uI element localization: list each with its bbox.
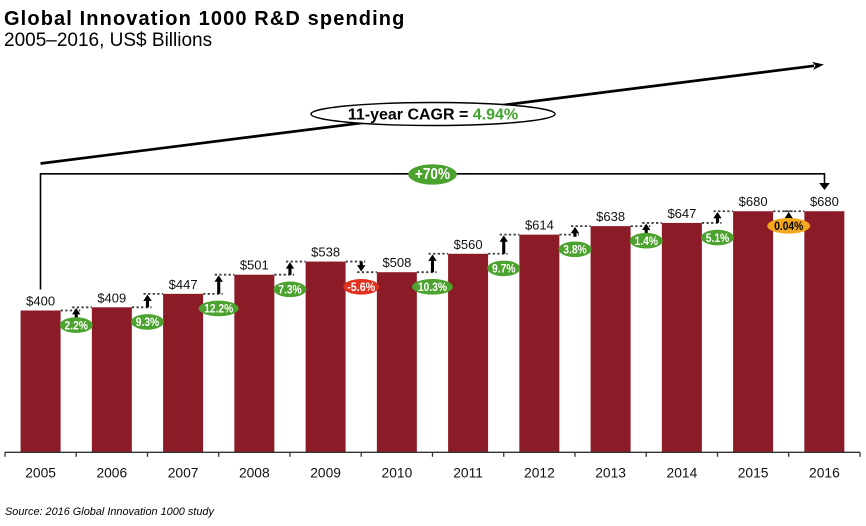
svg-text:$680: $680: [810, 194, 839, 209]
svg-text:7.3%: 7.3%: [278, 283, 302, 297]
svg-text:11-year CAGR = 4.94%: 11-year CAGR = 4.94%: [348, 107, 518, 124]
svg-text:$447: $447: [169, 277, 198, 292]
svg-text:$501: $501: [240, 258, 269, 273]
svg-text:12.2%: 12.2%: [204, 302, 233, 316]
svg-text:3.8%: 3.8%: [563, 243, 587, 257]
svg-text:$638: $638: [596, 209, 625, 224]
svg-text:2015: 2015: [738, 466, 769, 481]
svg-text:2.2%: 2.2%: [64, 318, 88, 332]
svg-text:$647: $647: [667, 206, 696, 221]
svg-text:9.7%: 9.7%: [492, 262, 516, 276]
svg-text:2005: 2005: [25, 466, 56, 481]
svg-text:2014: 2014: [667, 466, 698, 481]
svg-text:2013: 2013: [595, 466, 626, 481]
svg-text:2006: 2006: [96, 466, 127, 481]
svg-text:$508: $508: [382, 255, 411, 270]
svg-text:$400: $400: [26, 294, 55, 309]
svg-text:10.3%: 10.3%: [418, 280, 447, 294]
svg-text:2010: 2010: [382, 466, 413, 481]
svg-text:9.3%: 9.3%: [136, 315, 160, 329]
svg-text:2008: 2008: [239, 466, 270, 481]
svg-text:$538: $538: [311, 245, 340, 260]
svg-text:0.04%: 0.04%: [774, 219, 803, 233]
svg-text:$614: $614: [525, 218, 554, 233]
svg-text:2012: 2012: [524, 466, 555, 481]
svg-text:2009: 2009: [310, 466, 341, 481]
svg-text:5.1%: 5.1%: [706, 231, 730, 245]
svg-text:+70%: +70%: [415, 166, 450, 183]
svg-text:2016: 2016: [809, 466, 840, 481]
svg-text:-5.6%: -5.6%: [347, 280, 375, 294]
svg-text:2011: 2011: [453, 466, 483, 481]
svg-text:2007: 2007: [168, 466, 199, 481]
svg-text:$409: $409: [97, 290, 126, 305]
svg-text:$680: $680: [739, 194, 768, 209]
svg-text:1.4%: 1.4%: [634, 234, 658, 248]
svg-text:$560: $560: [454, 237, 483, 252]
